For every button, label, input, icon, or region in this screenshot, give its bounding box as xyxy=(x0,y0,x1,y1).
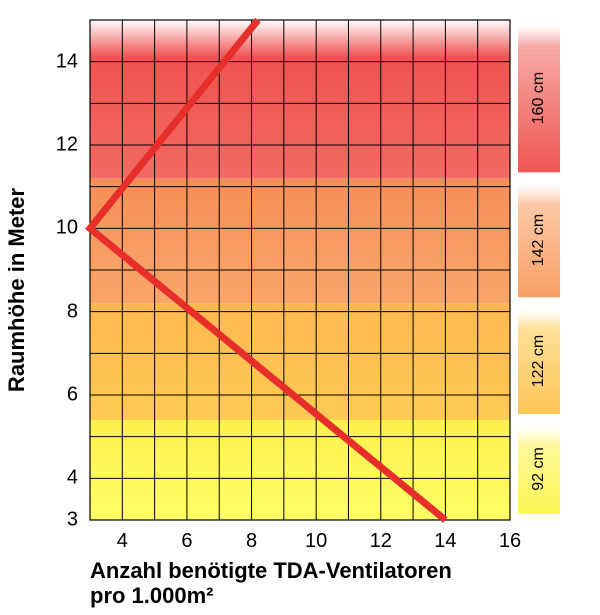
side-swatch-label: 142 cm xyxy=(530,210,548,270)
chart-container: Raumhöhe in Meter Anzahl benötigte TDA-V… xyxy=(0,0,600,615)
y-tick: 8 xyxy=(67,300,78,323)
x-tick: 6 xyxy=(181,530,192,553)
side-swatch-label: 122 cm xyxy=(530,331,548,391)
x-tick: 12 xyxy=(370,530,392,553)
x-axis-label: Anzahl benötigte TDA-Ventilatorenpro 1.0… xyxy=(90,558,452,609)
y-tick: 10 xyxy=(56,217,78,240)
y-tick: 6 xyxy=(67,384,78,407)
y-tick: 12 xyxy=(56,134,78,157)
chart-svg xyxy=(0,0,600,615)
side-swatch-label: 160 cm xyxy=(530,68,548,128)
heat-band xyxy=(90,420,510,520)
side-swatch-fade xyxy=(518,184,560,204)
x-tick: 16 xyxy=(499,530,521,553)
x-tick: 10 xyxy=(305,530,327,553)
y-tick: 14 xyxy=(56,50,78,73)
top-fade xyxy=(90,20,510,58)
x-tick: 8 xyxy=(246,530,257,553)
y-axis-label: Raumhöhe in Meter xyxy=(4,188,30,392)
side-swatch-fade xyxy=(518,309,560,329)
x-tick: 14 xyxy=(434,530,456,553)
y-tick: 4 xyxy=(67,467,78,490)
y-tick: 3 xyxy=(67,509,78,532)
side-swatch-fade xyxy=(518,26,560,46)
heat-band xyxy=(90,178,510,303)
side-swatch-label: 92 cm xyxy=(530,439,548,499)
x-tick: 4 xyxy=(117,530,128,553)
